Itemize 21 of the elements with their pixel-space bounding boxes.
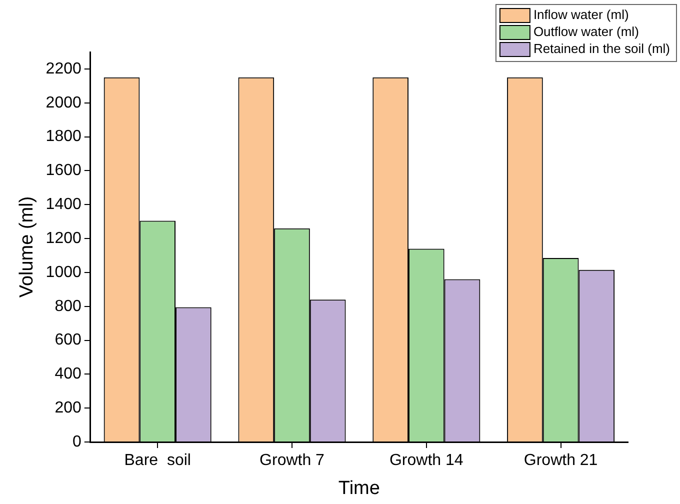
y-tick-label: 400 [54,366,82,383]
x-tick-label: Bare soil [124,452,191,470]
y-tick-label: 2200 [46,60,82,78]
y-tick-label: 800 [54,298,82,315]
y-tick-label: 1000 [46,264,82,281]
x-tick-label: Growth 14 [389,452,464,470]
legend-label: Inflow water (ml) [533,7,629,22]
x-axis-title: Time [338,478,380,499]
y-tick-label: 1200 [46,230,82,247]
y-tick-label: 1800 [46,128,82,146]
y-axis-title: Volume (ml) [16,196,38,298]
y-tick-label: 200 [54,399,82,416]
legend-label: Outflow water (ml) [533,24,639,40]
legend-label: Retained in the soil (ml) [533,41,670,56]
x-tick-label: Growth 21 [524,452,598,470]
y-tick-label: 2000 [46,94,82,112]
y-tick-label: 0 [72,433,82,450]
y-tick-label: 1600 [46,162,82,180]
x-tick-label: Growth 7 [260,452,325,470]
y-tick-label: 1400 [46,196,82,214]
y-tick-label: 600 [54,332,82,349]
